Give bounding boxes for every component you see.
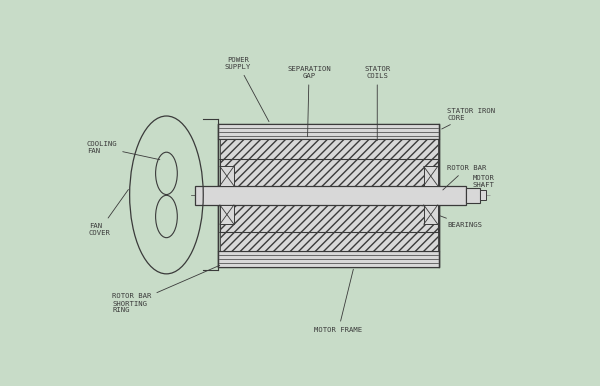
Bar: [218, 124, 439, 267]
Bar: [424, 166, 438, 186]
Bar: [466, 188, 481, 203]
Bar: [220, 205, 234, 224]
Text: SEPARATION
GAP: SEPARATION GAP: [287, 66, 331, 137]
Text: ROTOR BAR: ROTOR BAR: [443, 165, 487, 190]
Text: MOTOR
SHAFT: MOTOR SHAFT: [473, 175, 494, 188]
Text: ROTOR BAR
SHORTING
RING: ROTOR BAR SHORTING RING: [112, 265, 220, 313]
Text: POWER
SUPPLY: POWER SUPPLY: [224, 57, 269, 122]
Bar: [218, 251, 439, 267]
Bar: [218, 124, 439, 139]
Bar: [220, 159, 438, 232]
Text: BEARINGS: BEARINGS: [440, 216, 482, 228]
Bar: [424, 205, 438, 224]
Bar: [220, 139, 438, 159]
Text: COOLING
FAN: COOLING FAN: [86, 141, 160, 160]
Text: MOTOR FRAME: MOTOR FRAME: [314, 269, 362, 333]
Bar: [220, 232, 438, 251]
Text: STATOR IRON
CORE: STATOR IRON CORE: [442, 108, 495, 129]
Text: FAN
COVER: FAN COVER: [89, 190, 128, 236]
Bar: [220, 166, 234, 186]
Text: STATOR
COILS: STATOR COILS: [364, 66, 391, 141]
Bar: [195, 186, 466, 205]
Bar: [481, 190, 486, 200]
